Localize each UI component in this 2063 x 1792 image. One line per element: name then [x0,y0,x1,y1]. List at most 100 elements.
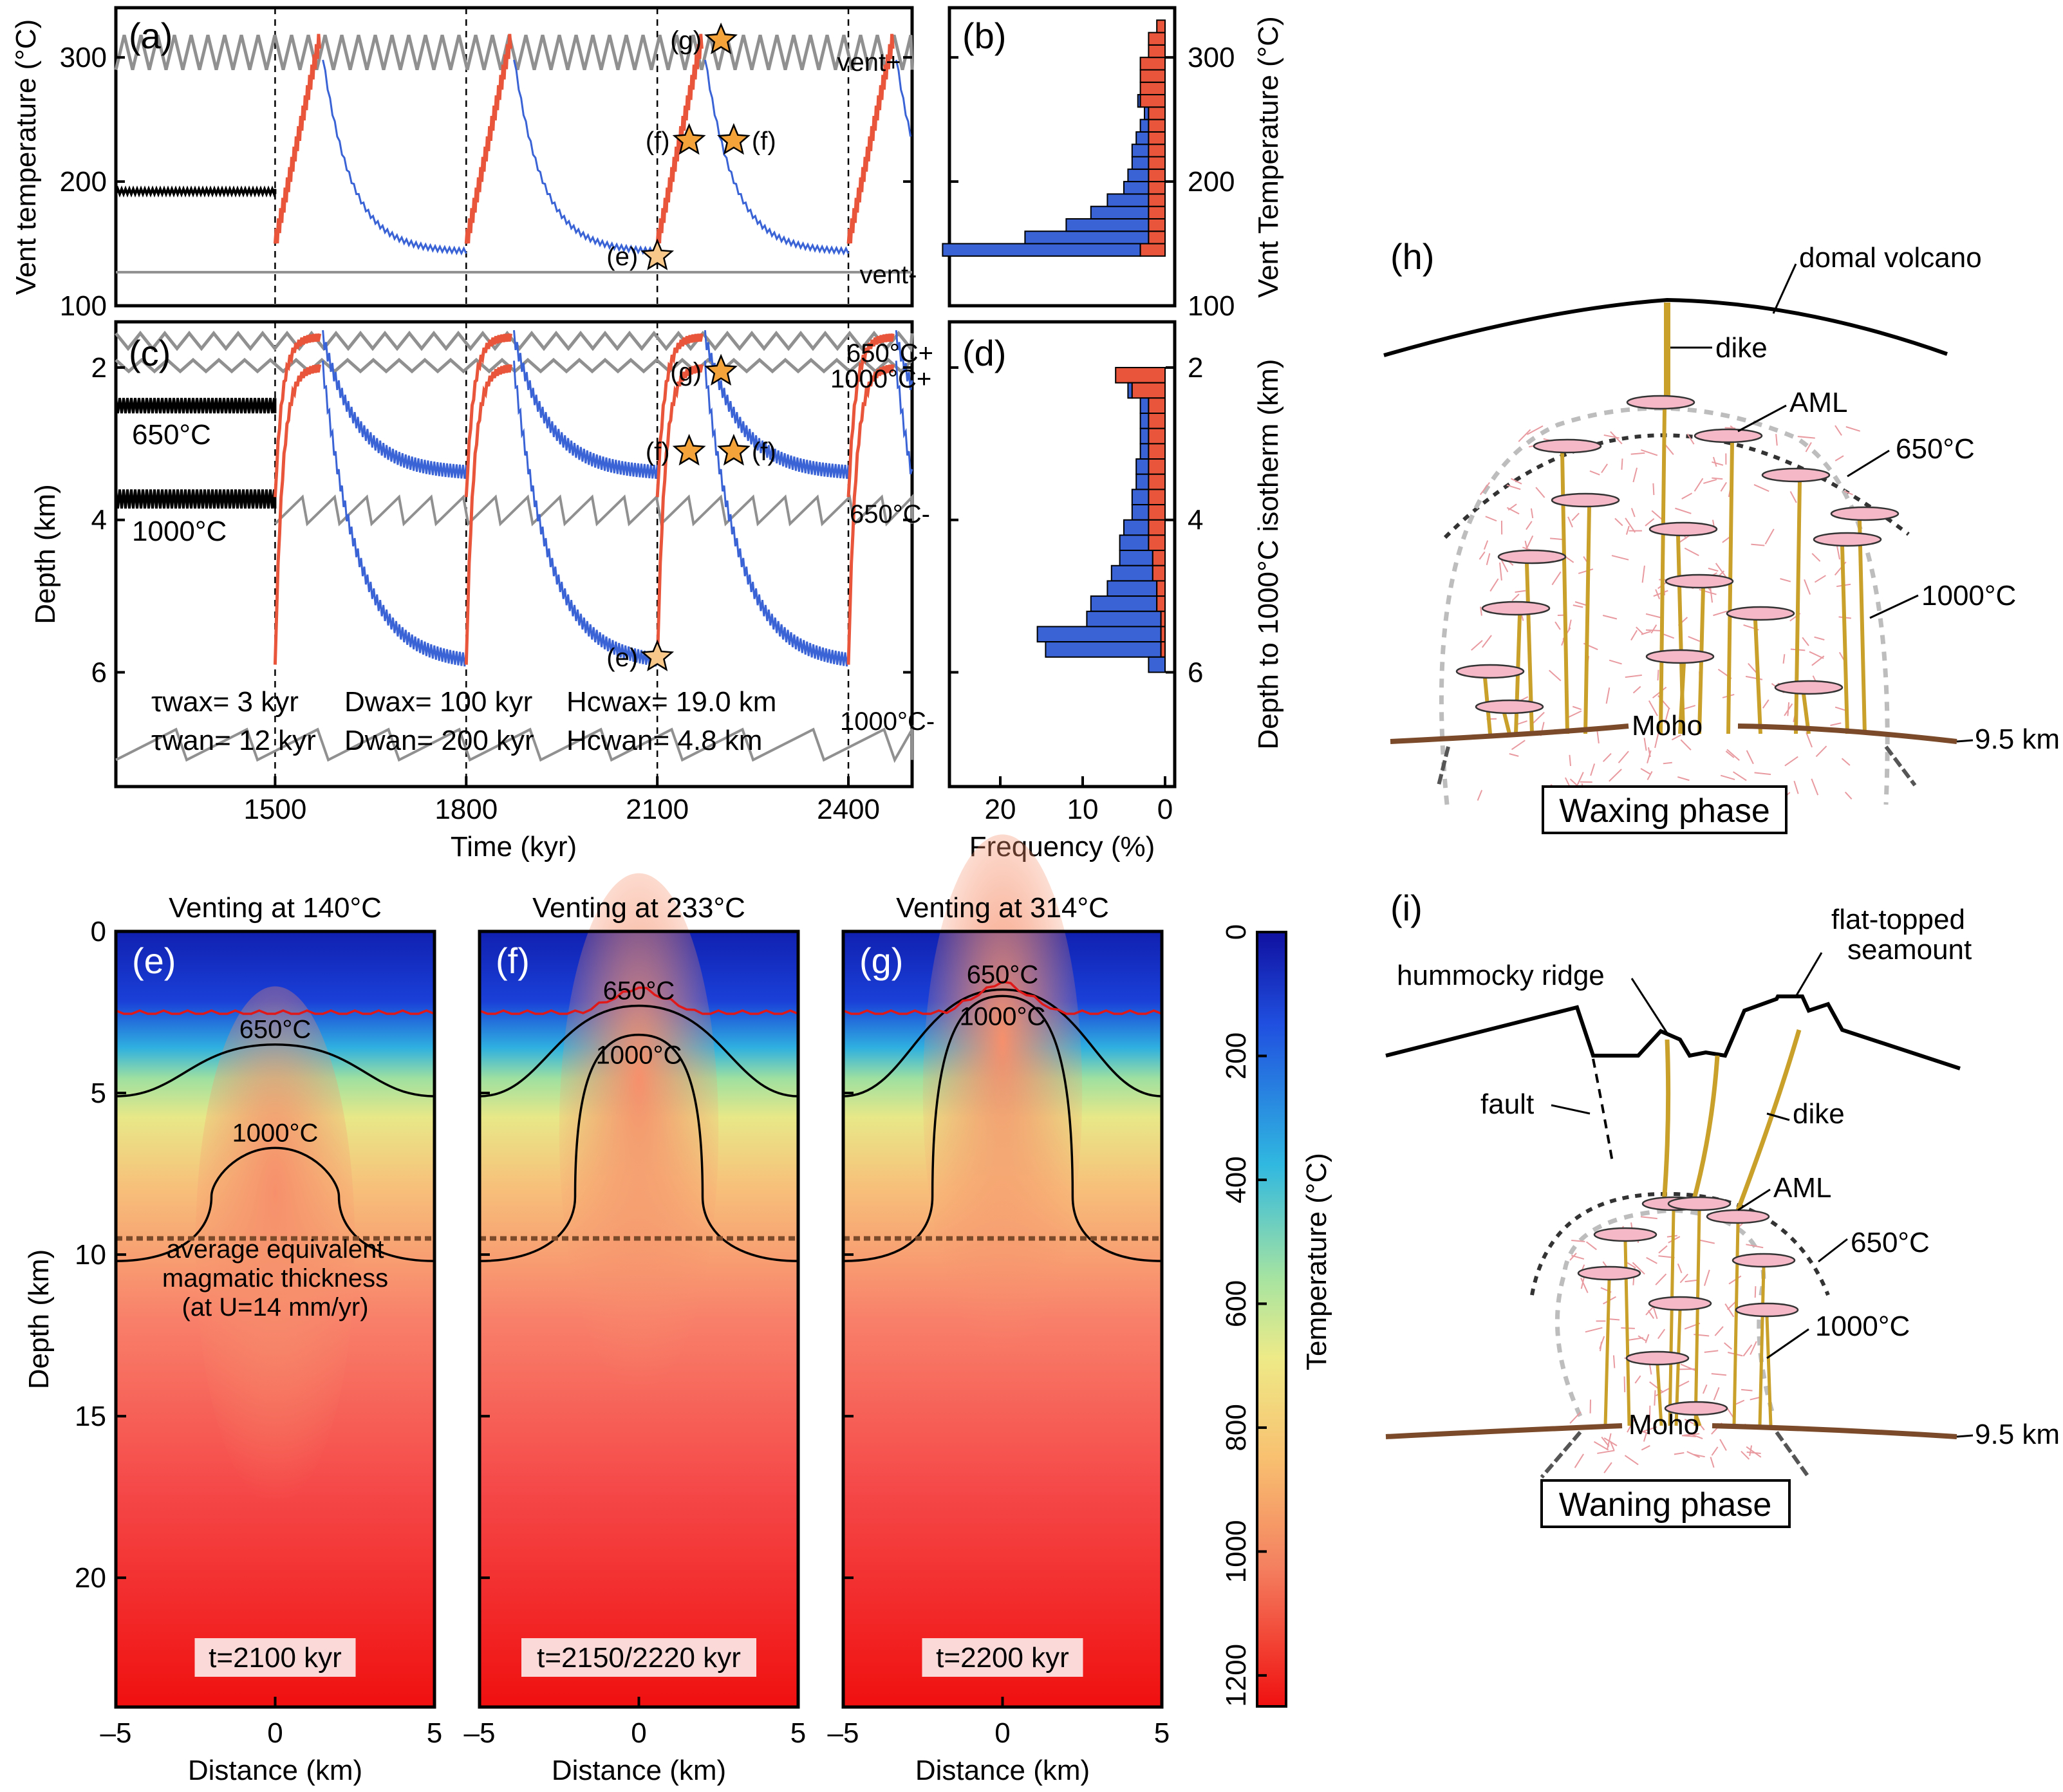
crack-mark [1571,1239,1585,1242]
crack-mark [1725,751,1735,758]
star-marker [717,433,751,466]
dike-segment [1726,442,1734,734]
crack-mark [1645,1334,1650,1343]
crack-mark [1754,1286,1757,1298]
seafloor-hummocky [1385,994,1961,1070]
hist-bar-waning [1065,218,1150,232]
leader-1000-h [1869,594,1919,619]
crack-mark [1636,626,1644,635]
crack-mark [1597,1450,1615,1454]
series-1000-minus [115,724,913,763]
panel-c-frame [114,320,914,789]
label-moho-h: Moho [1632,710,1703,742]
crack-mark [1684,547,1699,557]
crack-mark [1499,562,1502,581]
hist-bar-waxing [1148,131,1166,145]
crack-mark [1724,1342,1732,1350]
y-tick-label: 200 [1188,166,1235,198]
leader-aml-h [1737,404,1787,433]
x-tick-label: 10 [1067,794,1099,825]
hist-bar-waning [1127,168,1150,183]
panel-label: (f) [496,940,530,981]
crack-mark [1585,1327,1603,1333]
waning-curve [513,59,658,256]
y-tick-label: 300 [1188,42,1235,73]
panel-label: (e) [132,940,176,981]
crack-mark [1551,571,1562,586]
param-tau-wan: τwan= 12 kyr [151,725,316,756]
hist-bar-waxing [1148,427,1166,445]
star-marker [717,123,751,155]
hist-bar-waxing [1148,489,1166,506]
colorbar-tick-label: 600 [1220,1280,1252,1327]
hist-bar-waxing [1148,168,1166,183]
crack-mark [1471,640,1483,651]
crack-mark [1486,553,1491,565]
mantle-right-i [1775,1431,1811,1479]
heatmap-panel-f: 650°C 1000°C (f)Venting at 233°C t=2150/222… [464,873,806,1786]
x-tick-label: 0 [994,1717,1010,1749]
crack-mark [1634,1375,1641,1384]
hist-bar-waning [1131,504,1150,521]
panel-a-label: (a) [129,15,173,56]
crack-mark [1645,629,1663,632]
crack-mark [1710,1457,1715,1468]
hist-bar-waxing [1152,550,1166,566]
hist-bar-waning [1139,427,1150,445]
crack-mark [1580,1277,1589,1293]
crack-mark [1809,651,1824,659]
crack-mark [1618,751,1629,763]
crack-mark [1679,1273,1688,1283]
y-tick-label: 100 [60,290,107,322]
crack-mark [1630,630,1638,641]
feeder-dike-1 [1661,1039,1671,1204]
x-tick-label: 0 [631,1717,646,1749]
crack-mark [1720,481,1727,492]
label-moho-depth-h: 9.5 km [1975,723,2060,755]
crack-mark [1746,1244,1764,1249]
vent-minus-label: vent- [860,261,917,289]
crack-mark [1711,1446,1719,1456]
star-marker [704,22,738,55]
star-label: (f) [752,127,776,155]
crack-mark [1515,590,1526,593]
crack-mark [1681,492,1693,499]
time-badge [194,1638,356,1677]
crack-mark [1649,1364,1652,1375]
star-label: (f) [646,438,670,466]
waning-curve [704,59,850,256]
x-axis-label: Distance (km) [915,1755,1090,1786]
colorbar-ramp [1256,931,1287,1708]
contour-650 [479,1004,799,1097]
aml-lenses-i [1577,1196,1799,1416]
hist-bar-waning [1135,473,1150,490]
crack-mark [1704,1350,1719,1353]
panel-d-ylabel: Depth to 1000°C isotherm (km) [1253,359,1284,750]
crack-mark [1655,1273,1667,1285]
crack-mark [1754,772,1771,776]
crack-mark [1639,1426,1657,1433]
crack-mark [1699,1239,1715,1244]
crack-mark [1663,761,1672,765]
time-label: t=2150/2220 kyr [537,1642,741,1674]
aml-lens [1455,664,1525,679]
mantle-right-h [1884,745,1917,787]
hist-bar-waxing [1115,367,1166,384]
aml-lens [1667,1196,1732,1211]
crack-mark [1775,434,1778,446]
crack-mark [1630,452,1645,455]
hist-bar-waxing [1148,534,1166,552]
crack-mark [1762,699,1769,709]
aml-lens [1648,521,1718,537]
hist-bar-waxing [1139,81,1166,96]
crack-mark [1677,1263,1683,1273]
dike-segment [1753,619,1762,734]
hist-bar-waning [1123,181,1150,195]
crack-mark [1726,749,1740,761]
panels-efg: 650°C 1000°C (e) Venting at 140°C t=2100 kyr… [23,834,1170,1786]
x-tick-label: –5 [464,1717,496,1749]
x-tick-label: 2100 [626,794,689,825]
aml-lens [1665,574,1734,589]
leader-ridge [1630,978,1668,1034]
hist-bar-waning [1045,641,1162,658]
